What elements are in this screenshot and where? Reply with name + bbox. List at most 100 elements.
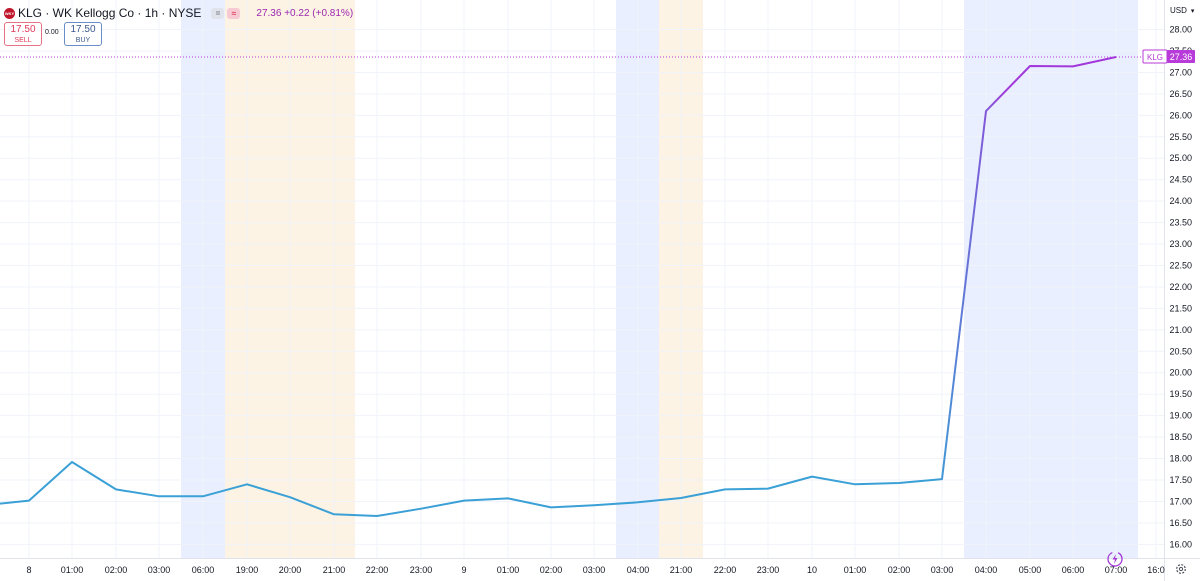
x-tick-label: 8 xyxy=(26,565,31,575)
y-tick-label: 16.50 xyxy=(1169,518,1192,528)
x-tick-label: 02:00 xyxy=(540,565,563,575)
data-point xyxy=(593,504,595,506)
spread-value: 0.00 xyxy=(45,29,59,36)
data-point xyxy=(1072,65,1074,67)
y-tick-label: 23.50 xyxy=(1169,218,1192,228)
chart-header: WKY KLG · WK Kellogg Co · 1h · NYSE = ≈ … xyxy=(4,4,353,22)
data-point xyxy=(724,488,726,490)
currency-selector[interactable]: USD ▾ xyxy=(1170,6,1194,15)
buy-button[interactable]: 17.50 BUY xyxy=(64,22,102,46)
x-tick-label: 01:00 xyxy=(497,565,520,575)
x-tick-label: 21:00 xyxy=(670,565,693,575)
data-point xyxy=(680,497,682,499)
data-point xyxy=(115,488,117,490)
data-point xyxy=(550,506,552,508)
data-point xyxy=(333,513,335,515)
y-tick-label: 21.00 xyxy=(1169,325,1192,335)
x-tick-label: 07:00 xyxy=(1105,565,1128,575)
x-tick-label: 22:00 xyxy=(366,565,389,575)
x-tick-label: 16:0 xyxy=(1147,565,1165,575)
last-price-symbol: KLG xyxy=(1147,53,1163,62)
company-logo-text: WKY xyxy=(4,10,15,16)
grid-lines xyxy=(0,0,1164,558)
currency-label: USD xyxy=(1170,6,1187,15)
chevron-down-icon: ▾ xyxy=(1190,7,1195,15)
data-point xyxy=(420,508,422,510)
data-point xyxy=(28,499,30,501)
data-point xyxy=(811,475,813,477)
data-point xyxy=(1115,56,1117,58)
data-point xyxy=(941,478,943,480)
y-tick-label: 20.00 xyxy=(1169,368,1192,378)
data-point xyxy=(463,499,465,501)
last-price-value-box xyxy=(1167,50,1195,63)
y-tick-label: 26.50 xyxy=(1169,89,1192,99)
y-tick-label: 19.50 xyxy=(1169,389,1192,399)
x-tick-label: 04:00 xyxy=(627,565,650,575)
data-point xyxy=(202,495,204,497)
data-point xyxy=(507,497,509,499)
y-tick-label: 28.00 xyxy=(1169,25,1192,35)
x-tick-label: 06:00 xyxy=(1062,565,1085,575)
gear-icon[interactable] xyxy=(1175,563,1187,575)
data-point xyxy=(376,515,378,517)
x-tick-label: 19:00 xyxy=(236,565,259,575)
x-tick-label: 04:00 xyxy=(975,565,998,575)
data-point xyxy=(158,495,160,497)
y-tick-label: 23.00 xyxy=(1169,239,1192,249)
y-tick-label: 16.00 xyxy=(1169,539,1192,549)
data-point xyxy=(854,483,856,485)
data-point xyxy=(71,461,73,463)
data-point xyxy=(898,482,900,484)
x-tick-label: 05:00 xyxy=(1019,565,1042,575)
data-point xyxy=(985,110,987,112)
data-point xyxy=(1029,65,1031,67)
sell-button[interactable]: 17.50 SELL xyxy=(4,22,42,46)
data-point xyxy=(246,483,248,485)
x-tick-label: 01:00 xyxy=(61,565,84,575)
last-price-tag: KLG 27.36 xyxy=(1142,49,1195,64)
sell-price: 17.50 xyxy=(10,24,36,35)
y-tick-label: 18.00 xyxy=(1169,454,1192,464)
x-tick-label: 03:00 xyxy=(583,565,606,575)
price-change: 27.36 +0.22 (+0.81%) xyxy=(256,7,354,19)
buy-label: BUY xyxy=(75,37,91,44)
x-tick-label: 23:00 xyxy=(757,565,780,575)
symbol-title[interactable]: KLG · WK Kellogg Co · 1h · NYSE xyxy=(18,6,202,20)
x-tick-label: 22:00 xyxy=(714,565,737,575)
x-tick-label: 02:00 xyxy=(888,565,911,575)
x-tick-label: 10 xyxy=(807,565,817,575)
equals-icon[interactable]: = xyxy=(211,7,225,19)
lightning-icon[interactable] xyxy=(1106,550,1124,568)
x-tick-label: 9 xyxy=(461,565,466,575)
x-tick-label: 03:00 xyxy=(148,565,171,575)
approx-icon[interactable]: ≈ xyxy=(227,7,241,19)
y-tick-label: 24.00 xyxy=(1169,196,1192,206)
y-tick-label: 25.00 xyxy=(1169,153,1192,163)
data-point xyxy=(637,501,639,503)
x-tick-label: 20:00 xyxy=(279,565,302,575)
company-logo: WKY xyxy=(4,7,15,19)
x-tick-label: 03:00 xyxy=(931,565,954,575)
x-tick-label: 06:00 xyxy=(192,565,215,575)
y-tick-label: 19.00 xyxy=(1169,411,1192,421)
sell-label: SELL xyxy=(14,37,32,44)
x-tick-label: 02:00 xyxy=(105,565,128,575)
session-band-5 xyxy=(964,0,1138,558)
price-series-line xyxy=(0,56,1117,517)
data-point xyxy=(767,487,769,489)
y-tick-label: 27.00 xyxy=(1169,67,1192,77)
y-tick-label: 26.00 xyxy=(1169,110,1192,120)
y-tick-label: 25.50 xyxy=(1169,132,1192,142)
data-point xyxy=(289,496,291,498)
y-tick-label: 18.50 xyxy=(1169,432,1192,442)
y-tick-label: 22.00 xyxy=(1169,282,1192,292)
y-tick-label: 17.50 xyxy=(1169,475,1192,485)
last-price-value: 27.36 xyxy=(1170,52,1193,62)
x-tick-label: 01:00 xyxy=(844,565,867,575)
y-tick-label: 22.50 xyxy=(1169,260,1192,270)
y-tick-label: 21.50 xyxy=(1169,303,1192,313)
x-tick-label: 21:00 xyxy=(323,565,346,575)
y-tick-label: 17.00 xyxy=(1169,496,1192,506)
